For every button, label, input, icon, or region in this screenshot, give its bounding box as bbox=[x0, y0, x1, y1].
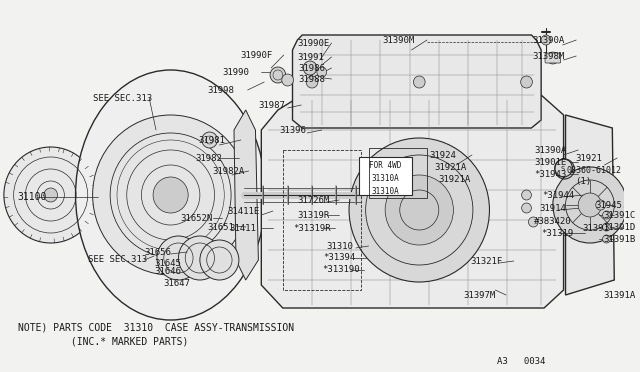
FancyBboxPatch shape bbox=[359, 157, 412, 195]
Text: 31726M: 31726M bbox=[298, 196, 330, 205]
Text: 31921A: 31921A bbox=[434, 163, 466, 171]
Text: *31944: *31944 bbox=[542, 190, 574, 199]
Polygon shape bbox=[261, 95, 564, 308]
Circle shape bbox=[578, 193, 602, 217]
Text: 31990F: 31990F bbox=[240, 51, 272, 60]
Text: 31987: 31987 bbox=[259, 100, 285, 109]
Ellipse shape bbox=[76, 70, 266, 320]
Text: 31391D: 31391D bbox=[604, 222, 636, 231]
Circle shape bbox=[547, 52, 559, 64]
Text: 31390M: 31390M bbox=[382, 35, 415, 45]
Circle shape bbox=[541, 35, 551, 45]
Polygon shape bbox=[234, 110, 259, 280]
Text: 31310A: 31310A bbox=[372, 173, 399, 183]
Circle shape bbox=[4, 147, 97, 243]
Circle shape bbox=[522, 203, 531, 213]
Text: 31646: 31646 bbox=[154, 267, 181, 276]
Circle shape bbox=[603, 235, 611, 243]
Circle shape bbox=[153, 177, 188, 213]
Circle shape bbox=[603, 223, 611, 231]
Text: 31391A: 31391A bbox=[604, 291, 636, 299]
Text: 31398M: 31398M bbox=[532, 51, 564, 61]
Circle shape bbox=[596, 200, 605, 210]
Circle shape bbox=[306, 76, 318, 88]
Text: 31914: 31914 bbox=[539, 203, 566, 212]
Text: 31982: 31982 bbox=[195, 154, 222, 163]
Circle shape bbox=[202, 132, 218, 148]
Text: 31990: 31990 bbox=[222, 67, 249, 77]
Text: 31391: 31391 bbox=[582, 224, 609, 232]
Text: 31321F: 31321F bbox=[470, 257, 502, 266]
Circle shape bbox=[44, 188, 58, 202]
Text: #383420: #383420 bbox=[534, 217, 572, 225]
Text: 31310: 31310 bbox=[326, 241, 353, 250]
Text: SEE SEC.313: SEE SEC.313 bbox=[88, 256, 147, 264]
Text: 31411: 31411 bbox=[229, 224, 256, 232]
Text: (1): (1) bbox=[575, 176, 591, 186]
Circle shape bbox=[93, 115, 248, 275]
Circle shape bbox=[413, 76, 425, 88]
Circle shape bbox=[157, 236, 200, 280]
Text: 08360-61012: 08360-61012 bbox=[566, 166, 621, 174]
Text: 31647: 31647 bbox=[164, 279, 191, 288]
Text: 31990E: 31990E bbox=[298, 38, 330, 48]
Circle shape bbox=[282, 74, 294, 86]
Text: 31651: 31651 bbox=[208, 222, 234, 231]
Text: A3   0034: A3 0034 bbox=[497, 357, 546, 366]
Text: 31921A: 31921A bbox=[439, 174, 471, 183]
Text: *313190: *313190 bbox=[322, 266, 360, 275]
Text: 31319R: 31319R bbox=[298, 211, 330, 219]
FancyBboxPatch shape bbox=[545, 53, 561, 63]
Text: 31390A: 31390A bbox=[534, 145, 566, 154]
Text: 31397M: 31397M bbox=[463, 291, 495, 299]
Text: 31901E: 31901E bbox=[534, 157, 566, 167]
Text: 31988: 31988 bbox=[298, 74, 325, 83]
Text: NOTE) PARTS CODE  31310  CASE ASSY-TRANSMISSION: NOTE) PARTS CODE 31310 CASE ASSY-TRANSMI… bbox=[17, 323, 294, 333]
Text: 31391B: 31391B bbox=[604, 234, 636, 244]
Text: 31645: 31645 bbox=[154, 259, 181, 267]
Circle shape bbox=[553, 167, 627, 243]
Text: 31411E: 31411E bbox=[227, 206, 259, 215]
Text: 31391C: 31391C bbox=[604, 211, 636, 219]
Circle shape bbox=[200, 240, 239, 280]
Circle shape bbox=[385, 175, 453, 245]
Polygon shape bbox=[566, 115, 614, 295]
Text: 31396: 31396 bbox=[279, 125, 306, 135]
Text: 31921: 31921 bbox=[575, 154, 602, 163]
Polygon shape bbox=[292, 35, 541, 128]
Circle shape bbox=[555, 159, 572, 177]
Circle shape bbox=[317, 67, 326, 77]
Text: 31656: 31656 bbox=[144, 247, 171, 257]
Circle shape bbox=[529, 217, 538, 227]
Text: *31319R: *31319R bbox=[294, 224, 331, 232]
Text: 31945: 31945 bbox=[596, 201, 623, 209]
Text: 31390A: 31390A bbox=[532, 35, 564, 45]
Text: 31986: 31986 bbox=[298, 64, 325, 73]
Text: 31652N: 31652N bbox=[180, 214, 212, 222]
Circle shape bbox=[522, 190, 531, 200]
Text: *31943: *31943 bbox=[534, 170, 566, 179]
Text: 31981: 31981 bbox=[198, 135, 225, 144]
Circle shape bbox=[303, 61, 317, 75]
Circle shape bbox=[521, 76, 532, 88]
Text: S: S bbox=[561, 166, 564, 172]
Text: 31310A: 31310A bbox=[372, 186, 399, 196]
Text: (INC.* MARKED PARTS): (INC.* MARKED PARTS) bbox=[17, 337, 188, 347]
Text: 31100: 31100 bbox=[17, 192, 47, 202]
Text: FOR 4WD: FOR 4WD bbox=[369, 160, 402, 170]
Text: SEE SEC.313: SEE SEC.313 bbox=[93, 93, 152, 103]
Circle shape bbox=[270, 67, 285, 83]
Text: 31998: 31998 bbox=[208, 86, 234, 94]
Circle shape bbox=[349, 138, 490, 282]
Text: *31394: *31394 bbox=[324, 253, 356, 263]
Circle shape bbox=[603, 211, 611, 219]
Circle shape bbox=[179, 236, 221, 280]
Text: 31982A: 31982A bbox=[212, 167, 245, 176]
Text: *31319: *31319 bbox=[541, 228, 573, 237]
Text: 31991: 31991 bbox=[298, 52, 324, 61]
Text: 31924: 31924 bbox=[429, 151, 456, 160]
